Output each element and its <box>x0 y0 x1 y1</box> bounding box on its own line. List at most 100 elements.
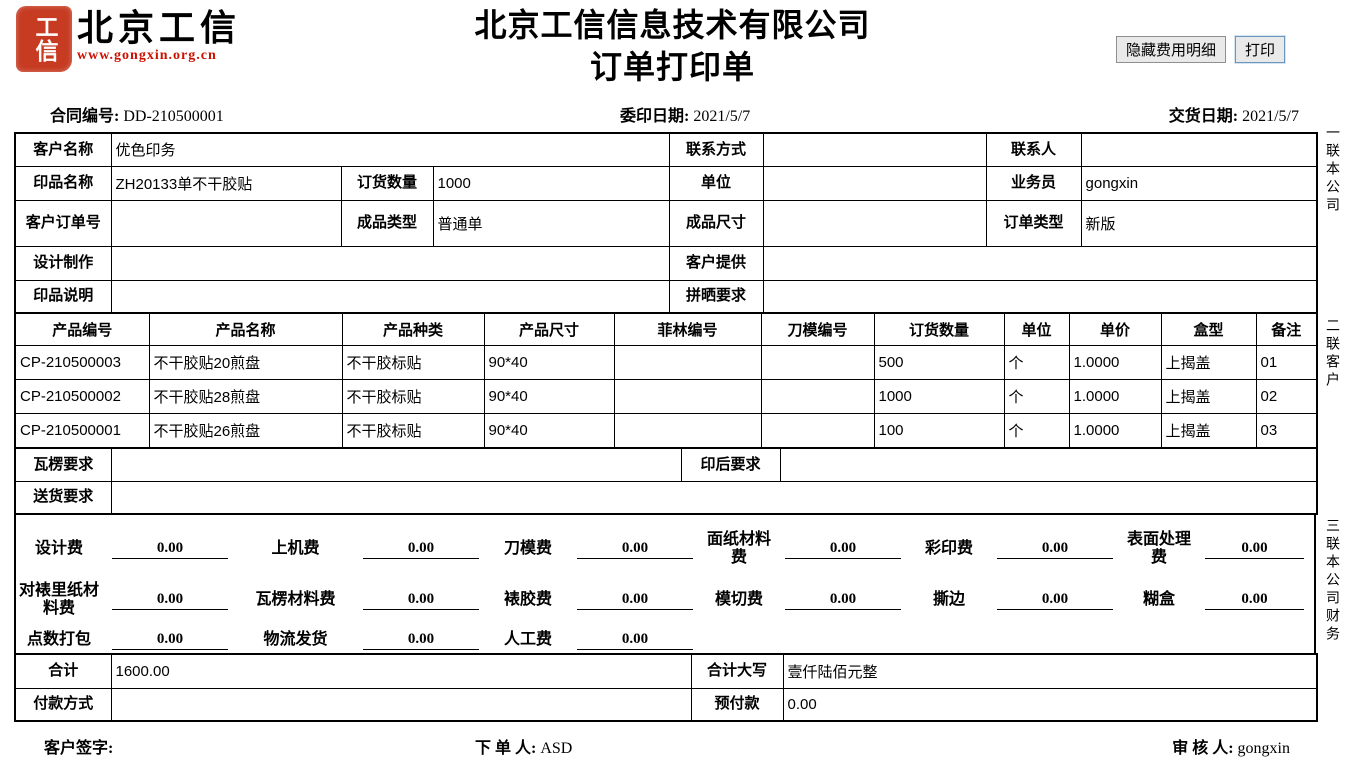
copy-strip-1: 一联本公司 <box>1324 125 1339 215</box>
product-row: CP-210500002 不干胶贴28煎盘 不干胶标贴 90*40 1000 个… <box>14 378 1318 414</box>
laminating-fee-value: 0.00 <box>577 591 693 610</box>
delivery-date-value: 2021/5/7 <box>1242 108 1299 125</box>
total-label: 合计 <box>14 653 112 689</box>
product-cell <box>760 378 875 414</box>
customer-order-no-label: 客户订单号 <box>14 199 112 247</box>
customer-name-value: 优色印务 <box>110 132 670 167</box>
product-cell: CP-210500003 <box>14 344 150 380</box>
tear-edge-fee-value: 0.00 <box>997 591 1113 610</box>
salesman-value: gongxin <box>1080 165 1318 201</box>
product-cell: 03 <box>1255 412 1318 449</box>
counting-packing-fee-value: 0.00 <box>112 631 228 650</box>
surface-fee-label: 表面处理费 <box>1126 530 1191 566</box>
product-cell: 不干胶标贴 <box>341 344 485 380</box>
corrugated-material-fee-value: 0.00 <box>363 591 479 610</box>
delivery-req-label: 送货要求 <box>14 480 112 515</box>
col-box-type: 盒型 <box>1160 312 1257 346</box>
reviewer: 审 核 人: gongxin <box>1172 734 1290 758</box>
total-cn-value: 壹仟陆佰元整 <box>782 653 1318 689</box>
product-cell: 个 <box>1003 344 1070 380</box>
requirements-table: 瓦楞要求 印后要求 送货要求 <box>14 447 1318 515</box>
product-size-value <box>762 199 987 247</box>
contact-value <box>762 132 987 167</box>
order-date-value: 2021/5/7 <box>693 108 751 125</box>
imposition-value <box>762 279 1318 314</box>
product-type-label: 成品类型 <box>340 199 434 247</box>
order-type-value: 新版 <box>1080 199 1318 247</box>
total-cn-label: 合计大写 <box>690 653 784 689</box>
signature-row: 客户签字: 下 单 人: ASD 审 核 人: gongxin <box>14 734 1316 760</box>
orderer: 下 单 人: ASD <box>475 734 572 758</box>
product-cell: 01 <box>1255 344 1318 380</box>
product-cell: 1.0000 <box>1068 378 1162 414</box>
unit-label: 单位 <box>668 165 764 201</box>
hide-fee-detail-button[interactable]: 隐藏费用明细 <box>1115 36 1226 63</box>
lining-paper-fee-label: 对裱里纸材料费 <box>18 581 99 617</box>
product-cell: 1.0000 <box>1068 344 1162 380</box>
customer-provide-label: 客户提供 <box>668 245 764 281</box>
salesman-label: 业务员 <box>985 165 1082 201</box>
contact-person-label: 联系人 <box>985 132 1082 167</box>
postpress-req-value <box>779 447 1318 482</box>
col-product-kind: 产品种类 <box>341 312 485 346</box>
color-print-fee-label: 彩印费 <box>924 539 973 557</box>
orderer-value: ASD <box>540 740 573 757</box>
meta-row: 合同编号: DD-210500001 委印日期: 2021/5/7 交货日期: … <box>0 102 1345 126</box>
product-table: 产品编号 产品名称 产品种类 产品尺寸 菲林编号 刀模编号 订货数量 单位 单价… <box>14 312 1318 449</box>
order-info-table: 客户名称 优色印务 联系方式 联系人 印品名称 ZH20133单不干胶贴 订货数… <box>14 132 1319 314</box>
order-date-label: 委印日期: <box>620 108 690 125</box>
product-cell: 100 <box>873 412 1005 449</box>
surface-fee-value: 0.00 <box>1205 540 1304 559</box>
col-die-no: 刀模编号 <box>760 312 875 346</box>
lining-paper-fee-value: 0.00 <box>112 591 228 610</box>
print-name-label: 印品名称 <box>14 165 112 201</box>
print-name-value: ZH20133单不干胶贴 <box>110 165 342 201</box>
copy-strip-3: 三联本公司财务 <box>1324 518 1339 644</box>
col-product-no: 产品编号 <box>14 312 150 346</box>
color-print-fee-value: 0.00 <box>997 540 1113 559</box>
col-unit: 单位 <box>1003 312 1070 346</box>
col-product-size: 产品尺寸 <box>483 312 615 346</box>
design-fee-value: 0.00 <box>112 540 228 559</box>
brand-website: www.gongxin.org.cn <box>77 47 217 63</box>
die-cut-fee-value: 0.00 <box>785 591 901 610</box>
logistics-fee-label: 物流发货 <box>263 630 328 648</box>
face-paper-fee-value: 0.00 <box>785 540 901 559</box>
contract-no: 合同编号: DD-210500001 <box>50 102 224 126</box>
contract-no-value: DD-210500001 <box>123 108 224 125</box>
order-qty-label: 订货数量 <box>340 165 434 201</box>
fee-row: 对裱里纸材料费 0.00 瓦楞材料费 0.00 裱胶费 0.00 模切费 0.0… <box>16 576 1314 624</box>
labor-fee-value: 0.00 <box>577 631 693 650</box>
product-type-value: 普通单 <box>432 199 670 247</box>
col-qty: 订货数量 <box>873 312 1005 346</box>
product-cell: CP-210500001 <box>14 412 150 449</box>
product-cell: 个 <box>1003 378 1070 414</box>
prepay-label: 预付款 <box>690 687 784 722</box>
product-cell: 上揭盖 <box>1160 378 1257 414</box>
product-cell <box>760 344 875 380</box>
product-cell: 不干胶贴26煎盘 <box>148 412 343 449</box>
product-cell: 500 <box>873 344 1005 380</box>
product-cell: 90*40 <box>483 378 615 414</box>
product-cell: 不干胶贴28煎盘 <box>148 378 343 414</box>
corrugated-material-fee-label: 瓦楞材料费 <box>255 590 336 608</box>
postpress-req-label: 印后要求 <box>680 447 781 482</box>
machine-fee-value: 0.00 <box>363 540 479 559</box>
product-cell: 02 <box>1255 378 1318 414</box>
form-body: 客户名称 优色印务 联系方式 联系人 印品名称 ZH20133单不干胶贴 订货数… <box>14 132 1319 760</box>
toolbar: 隐藏费用明细 打印 <box>1115 36 1285 63</box>
order-type-label: 订单类型 <box>985 199 1082 247</box>
design-label: 设计制作 <box>14 245 112 281</box>
fee-row: 设计费 0.00 上机费 0.00 刀模费 0.00 面纸材料费 0.00 彩印… <box>16 522 1314 576</box>
corrugate-req-value <box>110 447 682 482</box>
contract-no-label: 合同编号: <box>50 108 120 125</box>
brand-block: 北京工信 www.gongxin.org.cn <box>77 9 241 64</box>
print-button[interactable]: 打印 <box>1234 36 1285 63</box>
product-cell: 90*40 <box>483 344 615 380</box>
face-paper-fee-label: 面纸材料费 <box>706 530 771 566</box>
seal-stamp-icon: 工信 <box>16 6 72 72</box>
product-cell: 1.0000 <box>1068 412 1162 449</box>
contact-person-value <box>1080 132 1318 167</box>
imposition-label: 拼晒要求 <box>668 279 764 314</box>
product-cell <box>760 412 875 449</box>
